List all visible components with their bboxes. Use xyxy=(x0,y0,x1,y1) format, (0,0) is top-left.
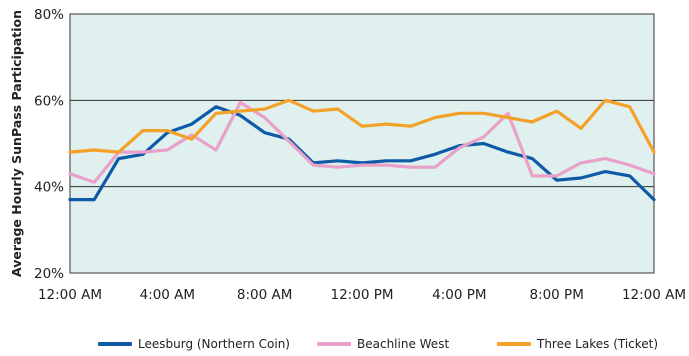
legend-swatch xyxy=(497,342,531,346)
plot-area xyxy=(69,13,655,274)
legend: Leesburg (Northern Coin) Beachline West Th… xyxy=(0,334,689,356)
x-tick-label: 8:00 AM xyxy=(237,287,293,303)
y-tick-label: 20% xyxy=(34,266,64,282)
legend-item-0: Leesburg (Northern Coin) xyxy=(98,337,290,351)
series-line-1 xyxy=(68,100,656,184)
y-tick-label: 80% xyxy=(34,7,64,23)
legend-label: Leesburg (Northern Coin) xyxy=(138,337,290,351)
y-axis-label: Average Hourly SunPass Participation xyxy=(9,10,24,277)
series-line-2 xyxy=(68,98,656,154)
legend-swatch xyxy=(98,342,132,346)
line-chart: 20% 40% 60% 80% 12:00 AM 4:00 AM 8:00 AM 12:00… xyxy=(9,7,686,303)
x-tick-label: 12:00 AM xyxy=(38,287,102,303)
legend-label: Beachline West xyxy=(357,337,450,351)
x-tick-label: 12:00 AM xyxy=(622,287,686,303)
legend-swatch xyxy=(317,342,351,346)
y-tick-label: 40% xyxy=(34,180,64,196)
x-tick-label: 8:00 PM xyxy=(529,287,583,303)
legend-item-2: Three Lakes (Ticket) xyxy=(497,337,658,351)
legend-label: Three Lakes (Ticket) xyxy=(537,337,659,351)
series-line-0 xyxy=(68,105,656,202)
x-tick-label: 4:00 AM xyxy=(140,287,196,303)
x-tick-label: 12:00 PM xyxy=(331,287,394,303)
x-tick-label: 4:00 PM xyxy=(432,287,486,303)
y-tick-label: 60% xyxy=(34,93,64,109)
legend-item-1: Beachline West xyxy=(317,337,449,351)
